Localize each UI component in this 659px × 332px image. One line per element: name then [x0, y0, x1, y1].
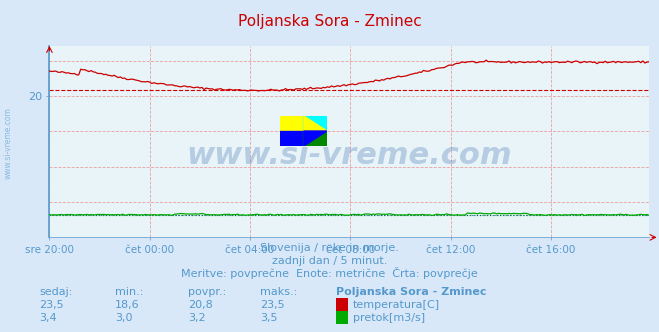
Text: maks.:: maks.:	[260, 288, 298, 297]
Text: Meritve: povprečne  Enote: metrične  Črta: povprečje: Meritve: povprečne Enote: metrične Črta:…	[181, 267, 478, 279]
Text: 3,0: 3,0	[115, 313, 133, 323]
Text: Poljanska Sora - Zminec: Poljanska Sora - Zminec	[336, 288, 486, 297]
Text: zadnji dan / 5 minut.: zadnji dan / 5 minut.	[272, 256, 387, 266]
Text: sedaj:: sedaj:	[40, 288, 73, 297]
Text: 3,4: 3,4	[40, 313, 57, 323]
Text: Poljanska Sora - Zminec: Poljanska Sora - Zminec	[238, 14, 421, 29]
Text: 23,5: 23,5	[40, 300, 64, 310]
Text: www.si-vreme.com: www.si-vreme.com	[186, 141, 512, 170]
Text: www.si-vreme.com: www.si-vreme.com	[3, 107, 13, 179]
Text: temperatura[C]: temperatura[C]	[353, 300, 440, 310]
Text: 3,5: 3,5	[260, 313, 278, 323]
Text: povpr.:: povpr.:	[188, 288, 226, 297]
Text: pretok[m3/s]: pretok[m3/s]	[353, 313, 424, 323]
Text: 3,2: 3,2	[188, 313, 206, 323]
Text: min.:: min.:	[115, 288, 144, 297]
Text: Slovenija / reke in morje.: Slovenija / reke in morje.	[260, 243, 399, 253]
Text: 18,6: 18,6	[115, 300, 140, 310]
Text: 23,5: 23,5	[260, 300, 285, 310]
Text: 20,8: 20,8	[188, 300, 213, 310]
